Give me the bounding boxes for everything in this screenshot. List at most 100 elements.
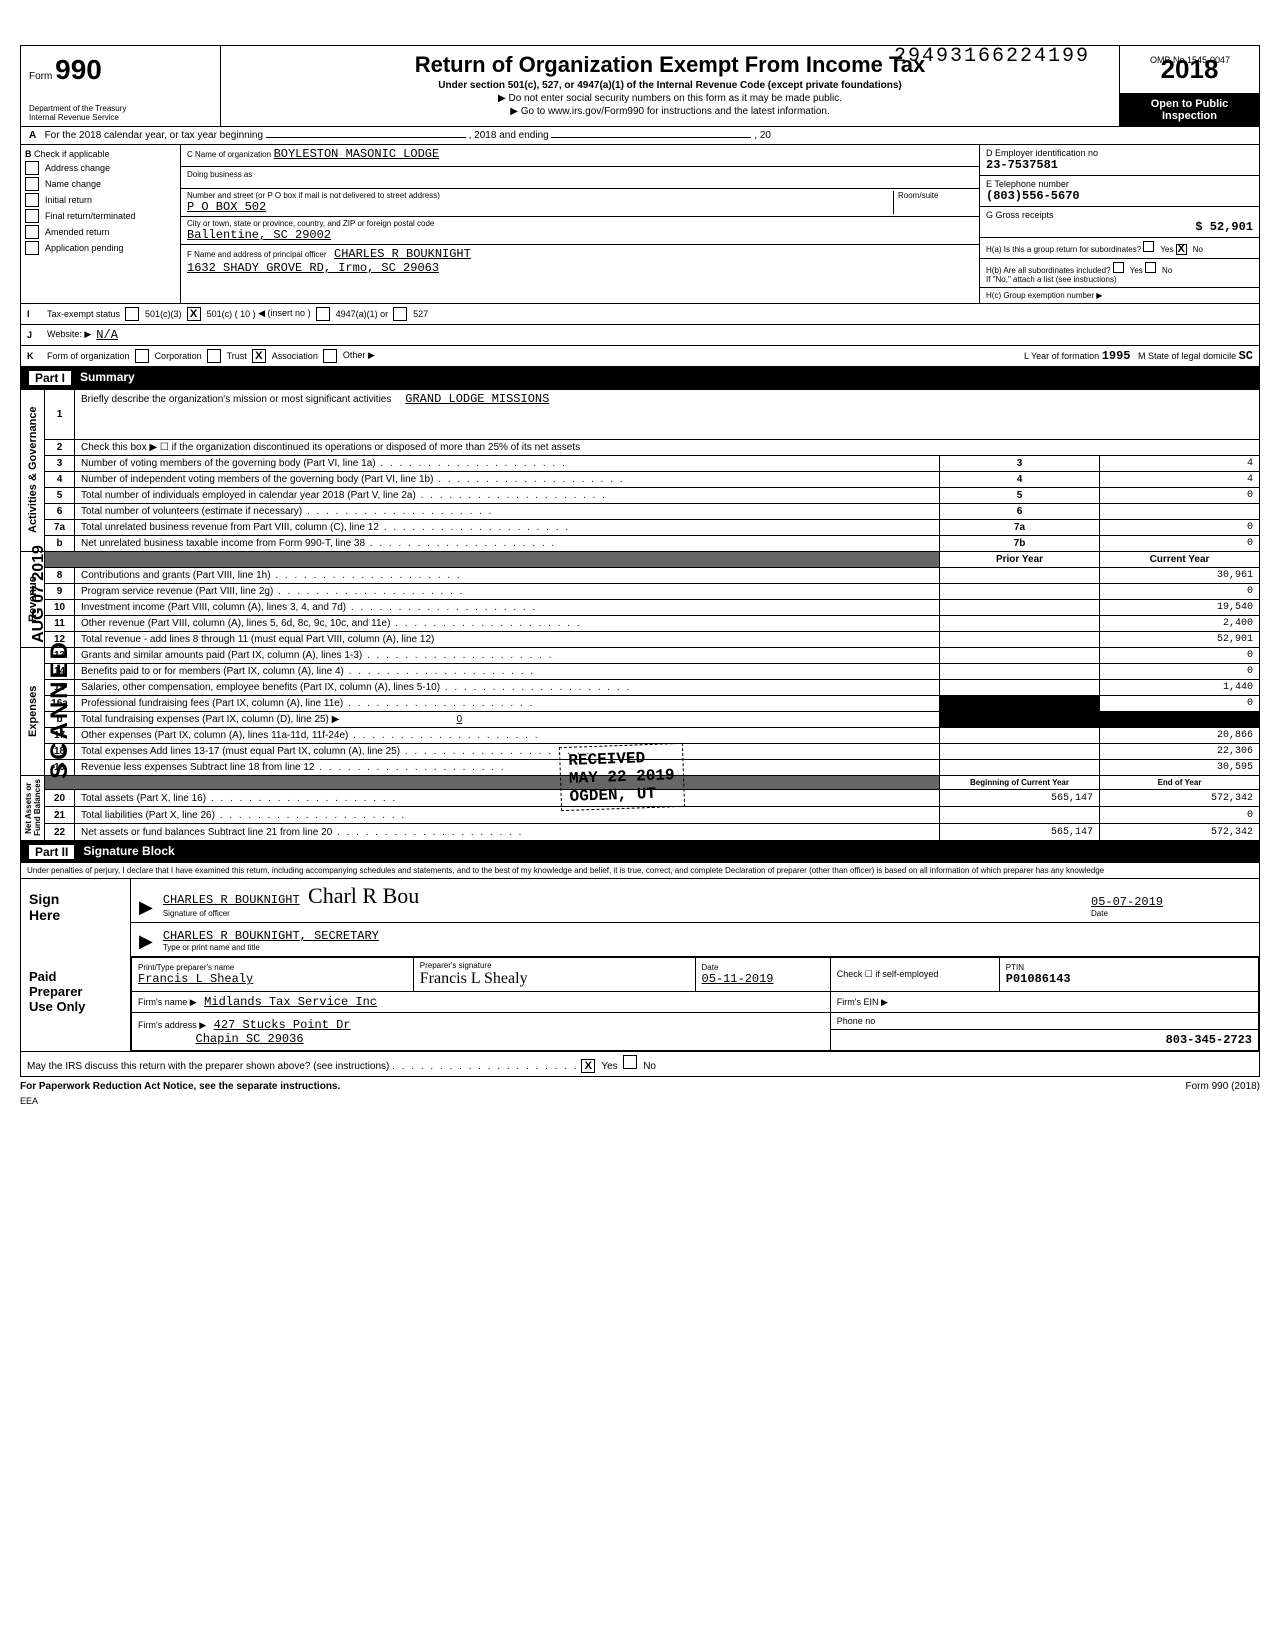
netassets-header: Net Assets or Fund Balances Beginning of… [21,775,1260,790]
phone-row: E Telephone number (803)556-5670 [980,176,1259,207]
dept-line2: Internal Revenue Service [29,113,126,122]
cb-pending[interactable]: Application pending [25,241,176,255]
eea: EEA [20,1096,1260,1106]
form-label: Form [29,71,52,82]
column-c: C Name of organization BOYLESTON MASONIC… [181,145,979,303]
arrow-icon-2: ▶ [139,931,153,952]
dba-label: Doing business as [187,170,252,179]
l1-value: GRAND LODGE MISSIONS [405,392,549,406]
line-1: Activities & Governance 1 Briefly descri… [21,389,1260,439]
cb-final-return[interactable]: Final return/terminated [25,209,176,223]
website-value: N/A [96,328,118,342]
501c: 501(c) ( 10 ) [207,309,256,319]
form-990-page: 29493166224199 OMB No 1545-0047 SCANNED … [20,45,1260,1106]
prep-row2: Firm's name ▶ Midlands Tax Service Inc F… [132,992,1259,1013]
scanned-stamp: SCANNED [46,639,74,779]
line-6: 6Total number of volunteers (estimate if… [21,503,1260,519]
firm-addr1: 427 Stucks Point Dr [214,1018,351,1032]
line-16b: bTotal fundraising expenses (Part IX, co… [21,711,1260,727]
form-org-label: Form of organization [47,351,130,361]
part2-title: Signature Block [83,844,174,860]
preparer-row: Paid Preparer Use Only Print/Type prepar… [21,957,1259,1051]
footer: For Paperwork Reduction Act Notice, see … [20,1077,1260,1096]
discuss-row: May the IRS discuss this return with the… [21,1051,1259,1076]
sign-fields: ▶ CHARLES R BOUKNIGHT Charl R Bou Signat… [131,879,1259,957]
footer-right: Form 990 (2018) [1186,1081,1260,1092]
header-left: Form 990 Department of the Treasury Inte… [21,46,221,126]
prep-row3: Firm's address ▶ 427 Stucks Point Dr Cha… [132,1013,1259,1030]
type-name-row: ▶ CHARLES R BOUKNIGHT, SECRETARY Type or… [131,923,1259,957]
line-19: 19Revenue less expenses Subtract line 18… [21,759,1260,775]
form-subtitle: Under section 501(c), 527, or 4947(a)(1)… [227,80,1113,91]
discuss-no-cb[interactable] [623,1055,637,1069]
line-15: 15Salaries, other compensation, employee… [21,679,1260,695]
4947: 4947(a)(1) or [336,309,389,319]
self-employed-check: Check ☐ if self-employed [830,958,999,992]
netassets-label: Net Assets or Fund Balances [21,775,45,841]
column-b: B Check if applicable Address change Nam… [21,145,181,303]
line-20: 20Total assets (Part X, line 16)565,1475… [21,790,1260,807]
m-value: SC [1239,349,1253,363]
dept-info: Department of the Treasury Internal Reve… [29,104,126,122]
line-4: 4Number of independent voting members of… [21,471,1260,487]
l-label: L Year of formation [1024,351,1099,361]
website-label: Website: ▶ [47,329,91,340]
e-label: E Telephone number [986,179,1253,189]
line-12: 12Total revenue - add lines 8 through 11… [21,631,1260,647]
form-note2: ▶ Go to www.irs.gov/Form990 for instruct… [227,106,1113,117]
cb-amended[interactable]: Amended return [25,225,176,239]
part1-title: Summary [80,370,135,386]
527: 527 [413,309,428,319]
prep-phone: 803-345-2723 [830,1030,1258,1051]
preparer-table: Print/Type preparer's name Francis L She… [131,957,1259,1051]
line-16a: 16aProfessional fundraising fees (Part I… [21,695,1260,711]
discuss-yes-cb[interactable]: X [581,1059,595,1073]
tax-year: 2018 [1120,46,1259,94]
ha-row: H(a) Is this a group return for subordin… [980,238,1259,259]
type-name-label: Type or print name and title [163,943,1251,952]
room-label: Room/suite [893,191,973,214]
b-letter: B [25,149,32,159]
line-5: 5Total number of individuals employed in… [21,487,1260,503]
receipts-row: G Gross receipts $ 52,901 [980,207,1259,238]
sign-here-label: Sign Here [21,879,131,957]
form-number: 990 [55,54,102,85]
org-name: BOYLESTON MASONIC LODGE [274,147,440,161]
tax-status-row: I Tax-exempt status 501(c)(3) X501(c) ( … [20,304,1260,325]
ha-label: H(a) Is this a group return for subordin… [986,245,1141,254]
row-a-end: , 20 [754,130,771,141]
dln-number: 29493166224199 [894,45,1090,68]
governance-label: Activities & Governance [21,389,45,551]
line-21: 21Total liabilities (Part X, line 26)0 [21,807,1260,824]
date-label: Date [1091,909,1251,918]
addr-row: Number and street (or P O box if mail is… [181,189,979,217]
perjury-text: Under penalties of perjury, I declare th… [21,863,1259,879]
hb-row: H(b) Are all subordinates included? Yes … [980,259,1259,288]
m-label: M State of legal domicile [1138,351,1236,361]
row-a-text: For the 2018 calendar year, or tax year … [45,130,263,141]
line-7a: 7aTotal unrelated business revenue from … [21,519,1260,535]
cb-address-change[interactable]: Address change [25,161,176,175]
cb-initial-return[interactable]: Initial return [25,193,176,207]
hb-label: H(b) Are all subordinates included? [986,266,1111,275]
inspection-box: Open to Public Inspection [1120,94,1259,126]
form-note1: ▶ Do not enter social security numbers o… [227,93,1113,104]
officer-row: F Name and address of principal officer … [181,245,979,277]
website-row: J Website: ▶ N/A [20,325,1260,346]
tax-label: Tax-exempt status [47,309,120,319]
inspection: Inspection [1124,110,1255,122]
line-13: Expenses 13Grants and similar amounts pa… [21,647,1260,663]
firm-ein-label: Firm's EIN ▶ [830,992,1258,1013]
line-10: 10Investment income (Part VIII, column (… [21,599,1260,615]
d-label: D Employer identification no [986,148,1253,158]
firm-addr2: Chapin SC 29036 [196,1032,304,1046]
phone-value: (803)556-5670 [986,189,1253,203]
k-letter: K [27,351,47,361]
insert-no: ◀ (insert no ) [258,308,310,319]
preparer-label: Paid Preparer Use Only [21,957,131,1051]
g-value: $ 52,901 [986,220,1253,234]
f-addr: 1632 SHADY GROVE RD, Irmo, SC 29063 [187,261,973,275]
arrow-icon: ▶ [139,897,153,918]
cb-name-change[interactable]: Name change [25,177,176,191]
line-8: 8Contributions and grants (Part VIII, li… [21,567,1260,583]
